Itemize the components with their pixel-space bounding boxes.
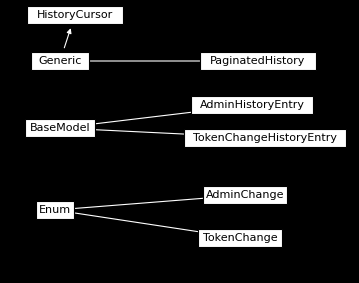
Bar xyxy=(200,52,316,70)
Bar xyxy=(36,201,74,219)
Bar xyxy=(191,96,313,114)
Text: AdminChange: AdminChange xyxy=(206,190,284,200)
Text: TokenChange: TokenChange xyxy=(203,233,277,243)
Bar xyxy=(184,129,346,147)
Text: TokenChangeHistoryEntry: TokenChangeHistoryEntry xyxy=(193,133,337,143)
Text: BaseModel: BaseModel xyxy=(30,123,90,133)
Text: Enum: Enum xyxy=(39,205,71,215)
Bar xyxy=(198,229,282,247)
Bar xyxy=(27,6,123,24)
Bar xyxy=(31,52,89,70)
Text: HistoryCursor: HistoryCursor xyxy=(37,10,113,20)
Bar xyxy=(203,186,287,204)
Text: AdminHistoryEntry: AdminHistoryEntry xyxy=(200,100,304,110)
Text: Generic: Generic xyxy=(38,56,82,66)
Bar xyxy=(25,119,95,137)
Text: PaginatedHistory: PaginatedHistory xyxy=(210,56,306,66)
